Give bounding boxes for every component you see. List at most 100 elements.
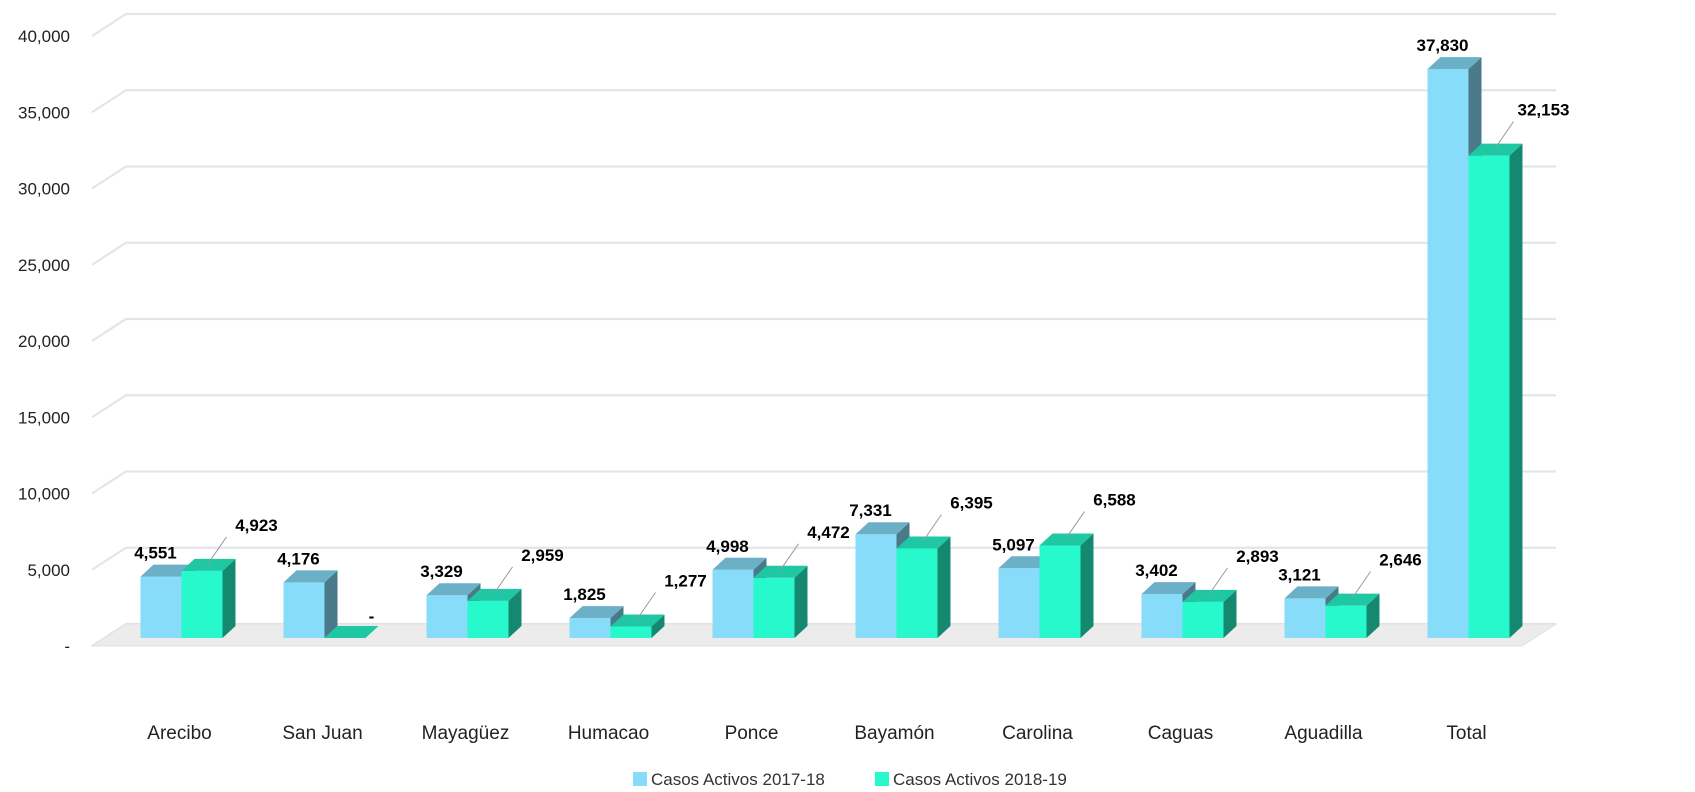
bar: [1182, 589, 1237, 638]
bar-2017-18-front: [140, 576, 182, 638]
leader-line: [1495, 121, 1514, 148]
data-label: 4,998: [706, 537, 749, 556]
bar: [753, 565, 808, 638]
bar-2018-19-front: [753, 577, 795, 638]
bar-2017-18-top: [140, 564, 195, 577]
legend-label: Casos Activos 2018-19: [893, 770, 1067, 789]
bar: [467, 588, 522, 638]
bar-2017-18-top: [855, 522, 910, 535]
bar-2018-19-front: [467, 600, 509, 638]
bar-2018-19-top: [1468, 143, 1523, 156]
y-tick-label: 20,000: [18, 332, 70, 351]
bar-2018-19-top: [181, 558, 236, 571]
bar: [324, 626, 379, 638]
data-label: 1,277: [664, 572, 707, 591]
bar-2018-19-top: [1325, 593, 1380, 606]
bar-2017-18-top: [1427, 57, 1482, 70]
y-tick-label: 40,000: [18, 27, 70, 46]
x-tick-label: Humacao: [568, 723, 649, 744]
bar-2018-19-front: [1039, 545, 1081, 638]
legend-swatch: [633, 772, 647, 786]
bar: [1325, 593, 1380, 638]
leader-line: [923, 514, 942, 541]
data-label: 2,893: [1236, 547, 1279, 566]
bar-2018-19-top: [324, 626, 379, 638]
bar-2018-19-top: [1182, 589, 1237, 602]
bar-2018-19-front: [610, 626, 652, 638]
data-label: 6,395: [950, 493, 993, 512]
y-axis: - 5,000 10,000 15,000 20,000 25,000 30,000 35,0…: [18, 27, 70, 656]
y-tick-label: 25,000: [18, 256, 70, 275]
bar-2017-18-top: [712, 557, 767, 570]
y-tick-label: 15,000: [18, 408, 70, 427]
bar-2018-19-side: [1509, 143, 1523, 638]
y-tick-label: 35,000: [18, 103, 70, 122]
data-label: 4,176: [277, 549, 320, 568]
data-label: 3,121: [1278, 565, 1321, 584]
gridline: [91, 317, 1556, 342]
x-tick-label: Caguas: [1148, 723, 1214, 744]
gridline: [91, 394, 1556, 419]
gridline: [91, 470, 1556, 495]
data-labels: 4,551 4,923 4,176 - 3,329 2,959 1,825 1,277 4,99…: [134, 36, 1569, 626]
leader-line: [1352, 571, 1371, 598]
bar-2017-18-front: [283, 582, 325, 638]
x-tick-label: Carolina: [1002, 723, 1073, 744]
bar: [283, 570, 338, 638]
bar-2017-18-front: [855, 534, 897, 638]
x-tick-label: Ponce: [725, 723, 779, 744]
x-tick-label: San Juan: [282, 723, 362, 744]
gridline: [91, 241, 1556, 266]
data-label: -: [369, 607, 375, 626]
bar-2017-18-top: [1141, 582, 1196, 595]
legend: Casos Activos 2017-18 Casos Activos 2018-…: [633, 770, 1067, 789]
bar-2018-19-front: [1325, 605, 1367, 638]
bar-2018-19-top: [1039, 533, 1094, 546]
bar-2017-18-top: [426, 583, 481, 596]
data-label: 7,331: [849, 501, 892, 520]
data-label: 3,402: [1135, 561, 1178, 580]
bar-2018-19-side: [937, 536, 951, 638]
bar-2018-19-top: [753, 565, 808, 578]
bar: [610, 614, 665, 638]
y-tick-label: 5,000: [27, 561, 70, 580]
data-label: 32,153: [1518, 101, 1570, 120]
bar-2018-19-side: [794, 565, 808, 638]
leader-line: [1209, 567, 1228, 595]
legend-swatch: [875, 772, 889, 786]
data-label: 1,825: [563, 585, 606, 604]
data-label: 3,329: [420, 562, 463, 581]
x-axis: Arecibo San Juan Mayagüez Humacao Ponce Bayam…: [147, 723, 1486, 744]
data-label: 37,830: [1417, 36, 1469, 55]
x-tick-label: Total: [1446, 723, 1486, 744]
bar: [1468, 143, 1523, 638]
bar-2017-18-top: [283, 570, 338, 583]
bar-2017-18-front: [426, 595, 468, 638]
x-tick-label: Mayagüez: [422, 723, 510, 744]
y-tick-label: 30,000: [18, 180, 70, 199]
bar-2018-19-top: [610, 614, 665, 627]
data-label: 2,959: [521, 546, 564, 565]
bar-2018-19-top: [467, 588, 522, 601]
bar-2018-19-side: [222, 558, 236, 638]
leader-line: [208, 536, 227, 564]
bar-2017-18-top: [569, 606, 624, 619]
bar-2017-18-top: [998, 556, 1053, 569]
y-tick-label: 10,000: [18, 485, 70, 504]
bar-2018-19-side: [1080, 533, 1094, 638]
leader-line: [637, 592, 656, 619]
data-label: 4,923: [235, 516, 278, 535]
x-tick-label: Aguadilla: [1284, 723, 1363, 744]
gridline: [91, 89, 1556, 114]
gridline: [91, 165, 1556, 190]
bar-2018-19-side: [1366, 593, 1380, 638]
data-label: 6,588: [1093, 491, 1136, 510]
bar-2017-18-front: [712, 569, 754, 638]
bar-2018-19-front: [1182, 601, 1224, 638]
gridline: [91, 12, 1556, 37]
leader-line: [494, 566, 513, 594]
bar-2017-18-front: [1427, 69, 1469, 638]
bar-2017-18-front: [1284, 598, 1326, 638]
